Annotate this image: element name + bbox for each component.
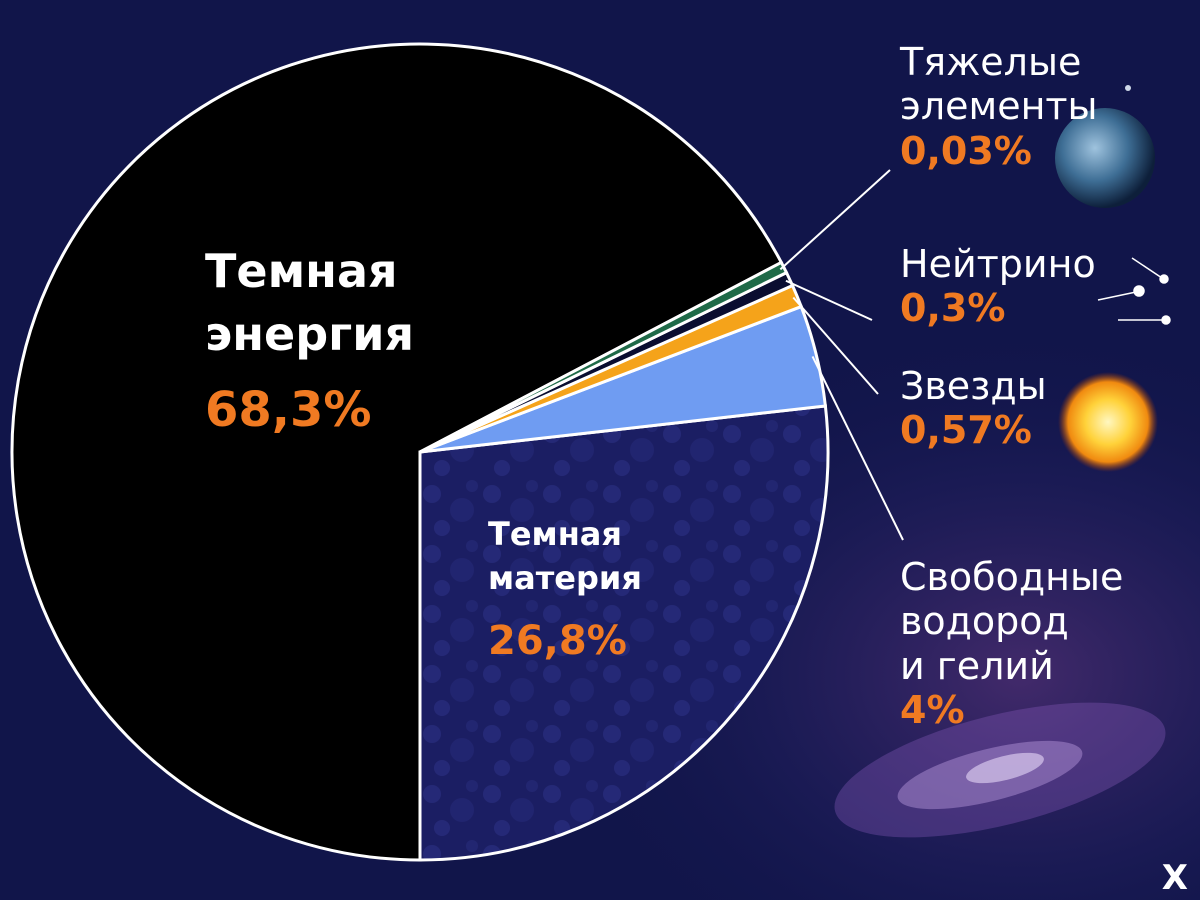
label-neutrino: Нейтрино 0,3% [900,242,1096,331]
leader-line-stars [792,296,879,395]
label-stars-line1: Звезды [900,364,1047,408]
galaxy-icon [834,702,1166,838]
leader-line-heavy-elements [779,169,891,271]
label-stars: Звезды 0,57% [900,364,1047,453]
label-neutrino-percent: 0,3% [900,286,1006,331]
label-dark-matter: Темная материя 26,8% [488,512,642,670]
planet-icon [1055,108,1155,208]
leader-line-hydrogen-helium [811,356,904,541]
label-heavy-elements-line2: элементы [900,84,1098,129]
label-dark-energy-line2: энергия [205,307,414,362]
label-hydrogen-helium-line2: водород [900,599,1069,644]
label-dark-matter-line2: материя [488,559,642,598]
leader-line-neutrino [785,279,873,321]
label-hydrogen-helium: Свободные водород и гелий 4% [900,555,1123,733]
neutrino-icon [1097,257,1171,325]
label-dark-energy: Темная энергия 68,3% [205,240,414,443]
label-neutrino-line1: Нейтрино [900,242,1096,286]
label-heavy-elements-line1: Тяжелые [900,40,1082,84]
label-hydrogen-helium-line3: и гелий [900,643,1054,688]
pie-slice-dark-energy [10,42,784,862]
label-hydrogen-helium-line1: Свободные [900,555,1124,599]
sun-icon [1058,372,1158,472]
label-dark-energy-line1: Темная [205,244,398,298]
label-dark-matter-line1: Темная [488,515,622,553]
label-dark-energy-percent: 68,3% [205,381,372,438]
label-hydrogen-helium-percent: 4% [900,688,965,733]
label-heavy-elements: Тяжелые элементы 0,03% [900,40,1098,173]
corner-mark: X [1161,858,1188,898]
label-heavy-elements-percent: 0,03% [900,128,1032,173]
moon-icon [1125,85,1131,91]
pie-slice-dark-matter [418,404,830,862]
label-stars-percent: 0,57% [900,408,1032,453]
label-dark-matter-percent: 26,8% [488,618,627,665]
pie-slice-heavy-elements [419,260,789,454]
